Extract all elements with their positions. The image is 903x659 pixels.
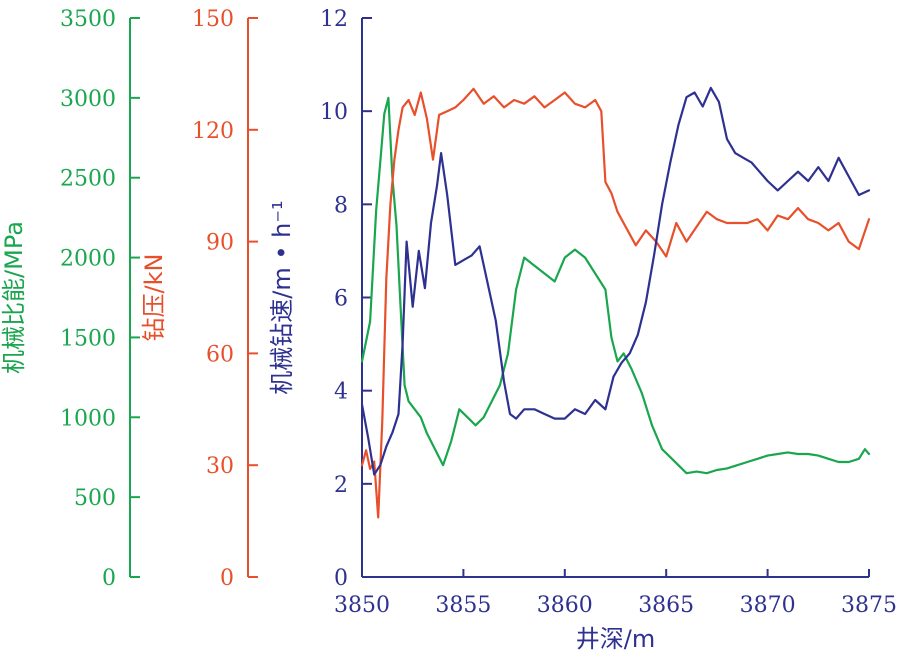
series-layer <box>360 86 871 519</box>
y-axis-rop: 0 2 4 6 8 10 12 机械钻速/m • h⁻¹ <box>268 7 372 591</box>
y-tick-label-wob: 0 <box>220 566 234 591</box>
x-axis: 3850 3855 3860 3865 3870 3875 井深/m <box>334 569 897 653</box>
series-line-mse <box>360 96 871 475</box>
y-axis-wob: 0 30 60 90 120 150 钻压/kN <box>140 7 258 591</box>
y-tick-label-rop: 4 <box>334 380 348 405</box>
x-axis-title: 井深/m <box>576 625 655 653</box>
y-axis-title-mse: 机械比能/MPa <box>0 221 28 374</box>
y-tick-label-mse: 1000 <box>60 406 116 431</box>
series-line-wob <box>360 87 871 519</box>
y-tick-label-rop: 0 <box>334 566 348 591</box>
y-tick-label-rop: 2 <box>334 473 348 498</box>
y-tick-label-mse: 3000 <box>60 87 116 112</box>
x-tick-label: 3865 <box>638 593 694 618</box>
y-axis-title-wob: 钻压/kN <box>140 254 168 342</box>
y-tick-label-wob: 90 <box>206 231 234 256</box>
x-tick-label: 3855 <box>435 593 491 618</box>
series-line-rop <box>360 86 871 476</box>
y-tick-label-wob: 60 <box>206 342 234 367</box>
y-tick-label-rop: 8 <box>334 193 348 218</box>
x-tick-label: 3860 <box>537 593 593 618</box>
y-tick-label-mse: 2000 <box>60 247 116 272</box>
y-tick-label-mse: 500 <box>74 486 116 511</box>
x-ticks: 3850 3855 3860 3865 3870 3875 <box>334 569 897 618</box>
y-tick-label-rop: 12 <box>320 7 348 32</box>
y-tick-label-rop: 6 <box>334 287 348 312</box>
x-tick-label: 3875 <box>841 593 897 618</box>
y-tick-label-mse: 3500 <box>60 7 116 32</box>
y-axis-mse: 0 500 1000 1500 2000 2500 3000 3500 机械比能/MPa <box>0 7 140 591</box>
y-axes: 0500100015002000250030003500机械比能/MPa0306… <box>0 7 372 591</box>
x-tick-label: 3850 <box>334 593 390 618</box>
y-tick-label-mse: 1500 <box>60 326 116 351</box>
y-axis-title-rop: 机械钻速/m • h⁻¹ <box>268 200 296 394</box>
y-tick-label-mse: 2500 <box>60 167 116 192</box>
y-tick-label-wob: 30 <box>206 454 234 479</box>
y-tick-label-rop: 10 <box>320 100 348 125</box>
y-tick-label-mse: 0 <box>102 566 116 591</box>
x-tick-label: 3870 <box>740 593 796 618</box>
y-tick-label-wob: 150 <box>192 7 234 32</box>
y-tick-label-wob: 120 <box>192 119 234 144</box>
